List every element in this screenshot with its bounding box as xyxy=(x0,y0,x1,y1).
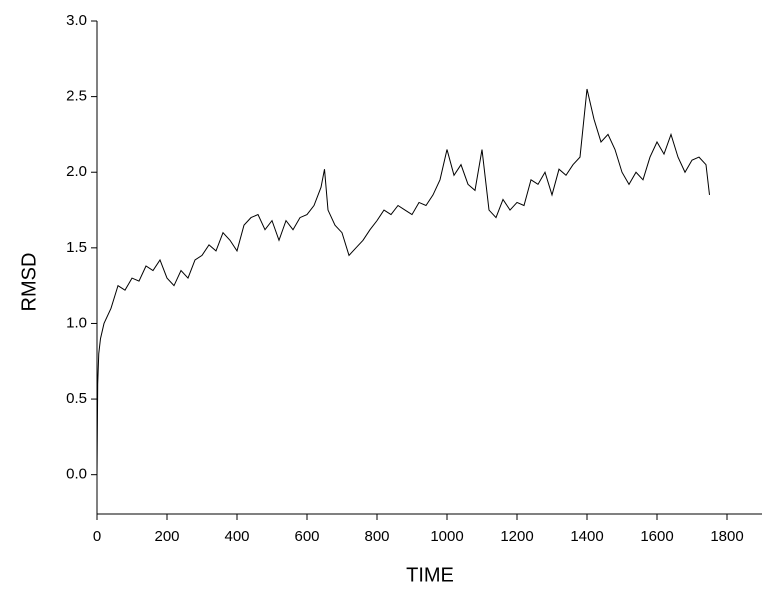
y-tick-label: 2.5 xyxy=(66,88,87,105)
x-tick-label: 200 xyxy=(154,528,179,545)
y-tick-label: 1.5 xyxy=(66,239,87,256)
x-tick-label: 800 xyxy=(364,528,389,545)
y-tick-label: 2.0 xyxy=(66,163,87,180)
x-tick-label: 0 xyxy=(93,528,101,545)
x-tick-label: 1600 xyxy=(640,528,673,545)
data-line xyxy=(96,88,710,475)
y-tick-label: 0.5 xyxy=(66,390,87,407)
x-tick-label: 1200 xyxy=(500,528,533,545)
x-axis-label: TIME xyxy=(406,564,454,586)
y-tick-label: 1.0 xyxy=(66,314,87,331)
x-tick-label: 400 xyxy=(224,528,249,545)
x-tick-label: 600 xyxy=(294,528,319,545)
y-tick-label: 0.0 xyxy=(66,466,87,483)
x-tick-label: 1000 xyxy=(430,528,463,545)
x-tick-label: 1800 xyxy=(710,528,743,545)
y-axis-label: RMSD xyxy=(18,253,40,312)
x-tick-label: 1400 xyxy=(570,528,603,545)
y-tick-label: 3.0 xyxy=(66,12,87,29)
